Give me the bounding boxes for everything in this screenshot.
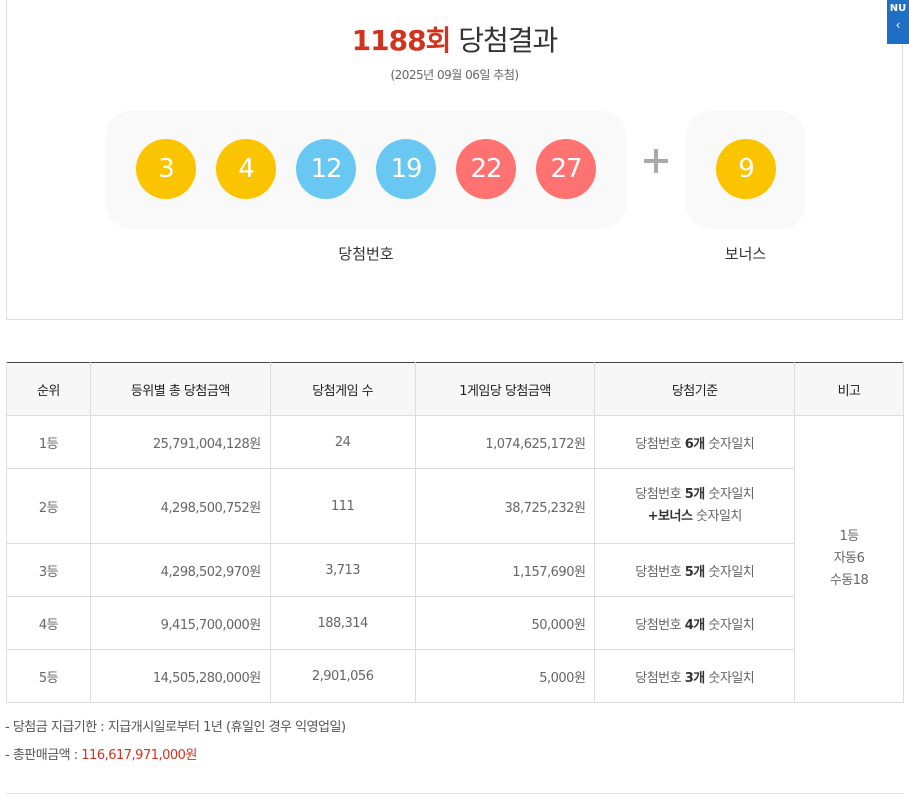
rank-cell: 1등 <box>6 415 91 469</box>
table-row: 1등 25,791,004,128원 24 1,074,625,172원 당첨번… <box>6 415 904 703</box>
note-line: 1등 <box>839 529 859 544</box>
winning-games-cell: 3,713 <box>269 543 416 597</box>
bonus-number-ball: 9 <box>716 139 776 199</box>
winning-number-ball: 12 <box>296 139 356 199</box>
page-title: 1188회 당첨결과 <box>7 19 902 59</box>
draw-round: 1188회 <box>351 24 452 57</box>
criteria-text: 숫자일치 <box>704 564 755 580</box>
criteria-count: 3개 <box>684 670 706 686</box>
criteria-cell: 당첨번호 4개 숫자일치 <box>594 596 796 650</box>
total-prize-cell: 4,298,500,752원 <box>89 468 271 544</box>
total-prize-cell: 9,415,700,000원 <box>89 596 271 650</box>
criteria-cell: 당첨번호 5개 숫자일치 <box>594 543 796 597</box>
column-header-criteria: 당첨기준 <box>594 362 796 416</box>
total-prize-cell: 4,298,502,970원 <box>89 543 271 597</box>
prize-per-game-cell: 50,000원 <box>414 596 596 650</box>
winning-games-cell: 188,314 <box>269 596 416 650</box>
criteria-text: 숫자일치 <box>704 487 755 502</box>
criteria-text: 당첨번호 <box>635 487 685 502</box>
criteria-cell: 당첨번호 3개 숫자일치 <box>594 649 796 703</box>
criteria-text: 숫자일치 <box>704 617 755 633</box>
side-quick-menu-tab[interactable]: NU ‹ <box>887 0 909 44</box>
table-header-row: 순위 등위별 총 당첨금액 당첨게임 수 1게임당 당첨금액 당첨기준 비고 <box>6 362 904 416</box>
table-row: 3등 4,298,502,970원 3,713 1,157,690원 당첨번호 … <box>6 543 904 597</box>
criteria-count: 5개 <box>684 564 706 580</box>
total-prize-cell: 25,791,004,128원 <box>89 415 271 469</box>
column-header-prize-per-game: 1게임당 당첨금액 <box>414 362 596 416</box>
winning-number-ball: 4 <box>216 139 276 199</box>
chevron-left-icon: ‹ <box>895 18 901 32</box>
criteria-text: 당첨번호 <box>635 670 685 686</box>
table-row: 4등 9,415,700,000원 188,314 50,000원 당첨번호 4… <box>6 596 904 650</box>
draw-date: (2025년 09월 06일 추첨) <box>390 68 519 82</box>
winning-numbers-panel: 3 4 12 19 22 27 <box>106 111 626 229</box>
winning-games-cell: 2,901,056 <box>269 649 416 703</box>
criteria-count: 4개 <box>684 617 706 633</box>
note-line: 자동6 <box>833 551 865 566</box>
payment-deadline-note: - 당첨금 지급기한 : 지급개시일로부터 1년 (휴일인 경우 익영업일) <box>5 720 346 735</box>
criteria-cell: 당첨번호 5개 숫자일치 +보너스 숫자일치 <box>594 468 796 544</box>
criteria-cell: 당첨번호 6개 숫자일치 <box>594 415 796 469</box>
rank-cell: 3등 <box>6 543 91 597</box>
table-row: 5등 14,505,280,000원 2,901,056 5,000원 당첨번호… <box>6 649 904 703</box>
column-header-rank: 순위 <box>6 362 91 416</box>
rank-cell: 5등 <box>6 649 91 703</box>
criteria-text: 숫자일치 <box>692 509 742 524</box>
rank-cell: 4등 <box>6 596 91 650</box>
criteria-count: 5개 <box>684 487 706 502</box>
prize-per-game-cell: 5,000원 <box>414 649 596 703</box>
winning-number-ball: 3 <box>136 139 196 199</box>
divider <box>6 793 904 794</box>
rank-cell: 2등 <box>6 468 91 544</box>
total-prize-cell: 14,505,280,000원 <box>89 649 271 703</box>
winning-numbers-label: 당첨번호 <box>338 245 394 263</box>
note-line: 수동18 <box>829 573 869 588</box>
criteria-text: 당첨번호 <box>635 436 685 452</box>
prize-per-game-cell: 1,074,625,172원 <box>414 415 596 469</box>
prize-per-game-cell: 38,725,232원 <box>414 468 596 544</box>
criteria-text: 당첨번호 <box>635 564 685 580</box>
criteria-text: 숫자일치 <box>704 436 755 452</box>
title-suffix: 당첨결과 <box>458 24 558 57</box>
winning-number-ball: 27 <box>536 139 596 199</box>
table-row: 2등 4,298,500,752원 111 38,725,232원 당첨번호 5… <box>6 468 904 544</box>
criteria-bonus: +보너스 <box>647 509 693 524</box>
bonus-number-panel: 9 <box>686 111 805 229</box>
column-header-winning-games: 당첨게임 수 <box>269 362 416 416</box>
total-sales-note: - 총판매금액 : 116,617,971,000원 <box>5 744 346 772</box>
criteria-count: 6개 <box>684 436 706 452</box>
note-cell: 1등 자동6 수동18 <box>794 415 904 703</box>
criteria-text: 숫자일치 <box>704 670 755 686</box>
criteria-text: 당첨번호 <box>635 617 685 633</box>
plus-icon <box>644 149 668 173</box>
winning-result-panel: 1188회 당첨결과 (2025년 09월 06일 추첨) 3 4 12 19 … <box>6 0 903 320</box>
total-sales-label: - 총판매금액 : <box>5 748 82 763</box>
prize-per-game-cell: 1,157,690원 <box>414 543 596 597</box>
column-header-note: 비고 <box>794 362 904 416</box>
winning-games-cell: 24 <box>269 415 416 469</box>
side-tab-text: NU <box>889 3 907 14</box>
footnotes: - 당첨금 지급기한 : 지급개시일로부터 1년 (휴일인 경우 익영업일) -… <box>5 716 346 772</box>
bonus-label: 보너스 <box>724 245 767 263</box>
winning-number-ball: 22 <box>456 139 516 199</box>
prize-table: 순위 등위별 총 당첨금액 당첨게임 수 1게임당 당첨금액 당첨기준 비고 1… <box>6 362 904 703</box>
winning-number-ball: 19 <box>376 139 436 199</box>
winning-games-cell: 111 <box>269 468 416 544</box>
total-sales-amount: 116,617,971,000원 <box>81 748 197 763</box>
column-header-total-prize: 등위별 총 당첨금액 <box>89 362 271 416</box>
